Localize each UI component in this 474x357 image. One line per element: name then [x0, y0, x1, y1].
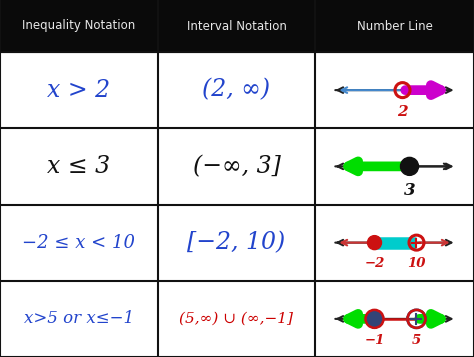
Text: (−∞, 3]: (−∞, 3]	[192, 155, 281, 178]
Text: Interval Notation: Interval Notation	[187, 20, 286, 32]
Bar	[315, 128, 474, 205]
Text: x>5 or x≤−1: x>5 or x≤−1	[24, 310, 134, 327]
Bar	[0, 128, 158, 205]
Text: Number Line: Number Line	[356, 20, 432, 32]
Bar	[158, 281, 315, 357]
Text: −2 ≤ x < 10: −2 ≤ x < 10	[22, 233, 136, 252]
Text: [−2, 10): [−2, 10)	[187, 231, 286, 254]
Circle shape	[365, 310, 383, 328]
Circle shape	[401, 157, 419, 175]
Text: 10: 10	[407, 257, 426, 270]
Text: 2: 2	[397, 105, 408, 119]
Bar	[0, 0, 474, 52]
Bar	[0, 281, 158, 357]
Bar	[315, 281, 474, 357]
Text: x > 2: x > 2	[47, 79, 110, 102]
Bar	[158, 205, 315, 281]
Circle shape	[367, 236, 382, 250]
Bar	[158, 128, 315, 205]
Text: −2: −2	[365, 257, 385, 270]
Text: (5,∞) ∪ (∞,−1]: (5,∞) ∪ (∞,−1]	[180, 312, 293, 326]
Bar	[0, 52, 158, 128]
Bar	[315, 205, 474, 281]
Text: 5: 5	[412, 334, 421, 347]
Text: (2, ∞): (2, ∞)	[202, 79, 271, 102]
Bar	[315, 52, 474, 128]
Text: x ≤ 3: x ≤ 3	[47, 155, 110, 178]
Bar	[0, 205, 158, 281]
Bar	[158, 52, 315, 128]
Text: Inequality Notation: Inequality Notation	[22, 20, 136, 32]
Text: 3: 3	[404, 182, 415, 199]
Text: −1: −1	[365, 334, 385, 347]
